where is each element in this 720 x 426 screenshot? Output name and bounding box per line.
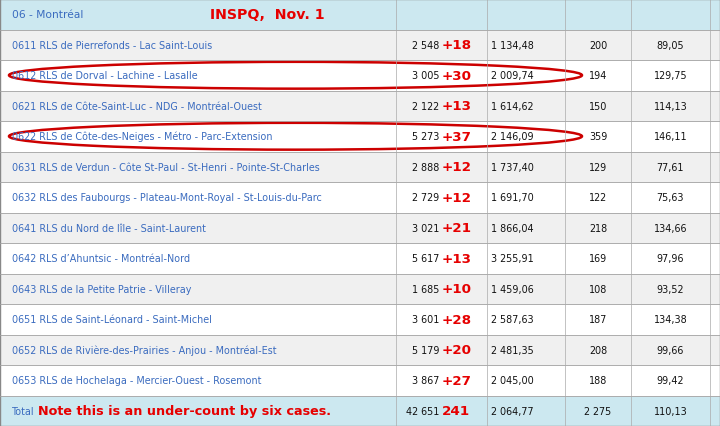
Text: 89,05: 89,05 (657, 40, 684, 51)
Text: 0651 RLS de Saint-Léonard - Saint-Michel: 0651 RLS de Saint-Léonard - Saint-Michel (12, 314, 212, 325)
Text: 0621 RLS de Côte-Saint-Luc - NDG - Montréal-Ouest: 0621 RLS de Côte-Saint-Luc - NDG - Montr… (12, 101, 262, 112)
Text: 2 045,00: 2 045,00 (491, 375, 534, 386)
Bar (0, 152, 720, 183)
Text: +37: +37 (442, 130, 472, 144)
Text: 99,66: 99,66 (657, 345, 684, 355)
Text: 75,63: 75,63 (657, 193, 684, 203)
Text: 187: 187 (589, 314, 607, 325)
Text: Note this is an under-count by six cases.: Note this is an under-count by six cases… (38, 404, 331, 417)
Bar (0, 396, 720, 426)
Text: +28: +28 (442, 313, 472, 326)
Text: 5 273: 5 273 (412, 132, 439, 142)
Bar (0, 30, 720, 61)
Text: 134,66: 134,66 (654, 223, 688, 233)
Text: 1 134,48: 1 134,48 (491, 40, 534, 51)
Bar (0, 91, 720, 122)
Text: 188: 188 (589, 375, 607, 386)
Text: 3 867: 3 867 (412, 375, 439, 386)
Text: 5 179: 5 179 (412, 345, 439, 355)
Text: 146,11: 146,11 (654, 132, 688, 142)
Text: 218: 218 (589, 223, 607, 233)
Text: 2 888: 2 888 (412, 162, 439, 173)
Text: 0612 RLS de Dorval - Lachine - Lasalle: 0612 RLS de Dorval - Lachine - Lasalle (12, 71, 197, 81)
Bar (0, 365, 720, 396)
Text: 150: 150 (589, 101, 607, 112)
Bar (0, 213, 720, 243)
Text: 2 548: 2 548 (412, 40, 439, 51)
Text: 2 587,63: 2 587,63 (491, 314, 534, 325)
Text: 5 617: 5 617 (412, 253, 439, 264)
Text: 97,96: 97,96 (657, 253, 684, 264)
Bar (0, 304, 720, 335)
Bar (0, 335, 720, 365)
Text: +21: +21 (442, 222, 472, 235)
Text: 1 685: 1 685 (412, 284, 439, 294)
Text: 1 737,40: 1 737,40 (491, 162, 534, 173)
Text: 2 122: 2 122 (412, 101, 439, 112)
Text: 1 866,04: 1 866,04 (491, 223, 534, 233)
Text: 3 601: 3 601 (412, 314, 439, 325)
Text: +27: +27 (442, 374, 472, 387)
Text: 2 275: 2 275 (585, 406, 611, 416)
Text: 42 651: 42 651 (405, 406, 439, 416)
Text: 134,38: 134,38 (654, 314, 688, 325)
Text: 0641 RLS du Nord de lîle - Saint-Laurent: 0641 RLS du Nord de lîle - Saint-Laurent (12, 223, 206, 233)
Text: +12: +12 (442, 191, 472, 204)
Text: 114,13: 114,13 (654, 101, 688, 112)
Text: +12: +12 (442, 161, 472, 174)
Bar (0, 0, 720, 30)
Text: 1 691,70: 1 691,70 (491, 193, 534, 203)
Text: INSPQ,  Nov. 1: INSPQ, Nov. 1 (210, 8, 325, 22)
Text: 0611 RLS de Pierrefonds - Lac Saint-Louis: 0611 RLS de Pierrefonds - Lac Saint-Loui… (12, 40, 212, 51)
Text: 200: 200 (589, 40, 607, 51)
Text: 359: 359 (589, 132, 607, 142)
Text: +10: +10 (442, 282, 472, 296)
Text: 2 146,09: 2 146,09 (491, 132, 534, 142)
Text: 0631 RLS de Verdun - Côte St-Paul - St-Henri - Pointe-St-Charles: 0631 RLS de Verdun - Côte St-Paul - St-H… (12, 162, 320, 173)
Text: 99,42: 99,42 (657, 375, 684, 386)
Bar (0, 243, 720, 274)
Text: 3 255,91: 3 255,91 (491, 253, 534, 264)
Text: +13: +13 (442, 252, 472, 265)
Text: 129: 129 (589, 162, 607, 173)
Bar (0, 61, 720, 91)
Text: 194: 194 (589, 71, 607, 81)
Text: 0653 RLS de Hochelaga - Mercier-Ouest - Rosemont: 0653 RLS de Hochelaga - Mercier-Ouest - … (12, 375, 261, 386)
Bar (0, 274, 720, 304)
Text: 122: 122 (589, 193, 607, 203)
Text: 1 459,06: 1 459,06 (491, 284, 534, 294)
Text: 0632 RLS des Faubourgs - Plateau-Mont-Royal - St-Louis-du-Parc: 0632 RLS des Faubourgs - Plateau-Mont-Ro… (12, 193, 322, 203)
Text: 241: 241 (442, 404, 470, 417)
Text: 0622 RLS de Côte-des-Neiges - Métro - Parc-Extension: 0622 RLS de Côte-des-Neiges - Métro - Pa… (12, 132, 272, 142)
Text: 2 481,35: 2 481,35 (491, 345, 534, 355)
Text: 2 064,77: 2 064,77 (491, 406, 534, 416)
Bar (0, 122, 720, 152)
Text: Total: Total (12, 406, 35, 416)
Text: 108: 108 (589, 284, 607, 294)
Text: 0652 RLS de Rivière-des-Prairies - Anjou - Montréal-Est: 0652 RLS de Rivière-des-Prairies - Anjou… (12, 345, 276, 355)
Text: 0643 RLS de la Petite Patrie - Villeray: 0643 RLS de la Petite Patrie - Villeray (12, 284, 192, 294)
Text: 110,13: 110,13 (654, 406, 688, 416)
Bar (0, 183, 720, 213)
Text: 208: 208 (589, 345, 607, 355)
Text: +18: +18 (442, 39, 472, 52)
Text: 3 021: 3 021 (412, 223, 439, 233)
Text: 129,75: 129,75 (654, 71, 688, 81)
Text: 0642 RLS d’Ahuntsic - Montréal-Nord: 0642 RLS d’Ahuntsic - Montréal-Nord (12, 253, 190, 264)
Text: +13: +13 (442, 100, 472, 113)
Text: 2 729: 2 729 (412, 193, 439, 203)
Text: 1 614,62: 1 614,62 (491, 101, 534, 112)
Text: +20: +20 (442, 343, 472, 357)
Text: +30: +30 (442, 69, 472, 83)
Text: 2 009,74: 2 009,74 (491, 71, 534, 81)
Text: 93,52: 93,52 (657, 284, 684, 294)
Text: 169: 169 (589, 253, 607, 264)
Text: 77,61: 77,61 (657, 162, 684, 173)
Text: 3 005: 3 005 (412, 71, 439, 81)
Text: 06 - Montréal: 06 - Montréal (12, 10, 84, 20)
